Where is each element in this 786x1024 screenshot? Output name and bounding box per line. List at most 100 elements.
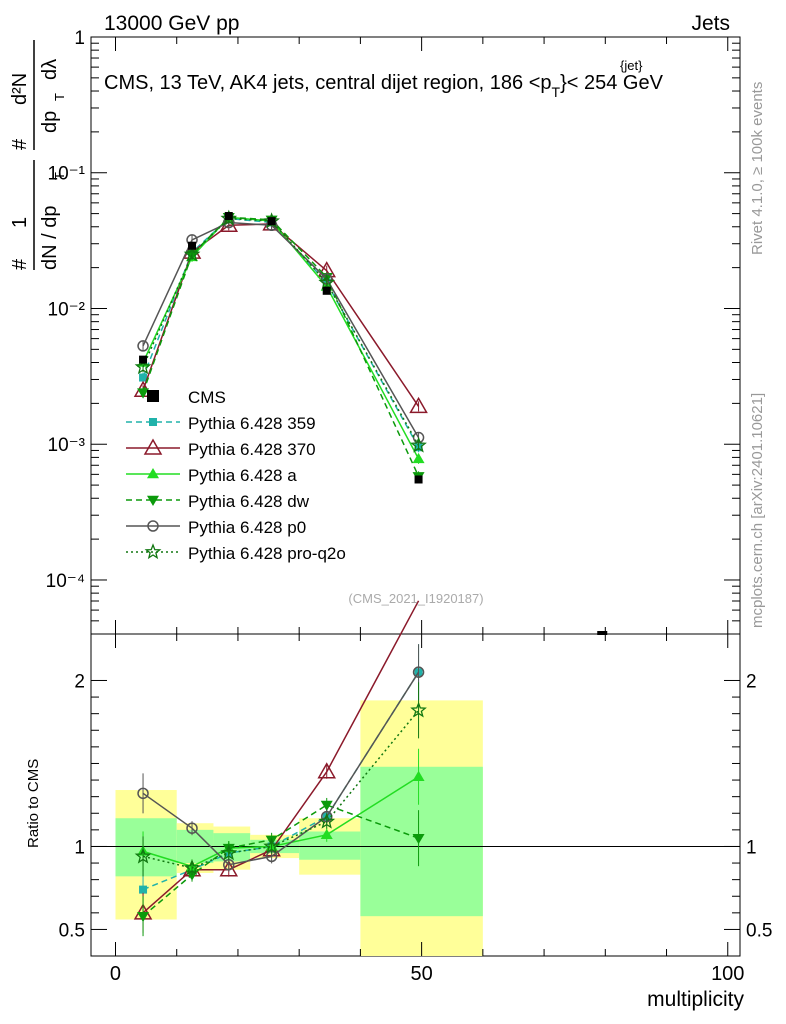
ylabel-dn-dpt: dN / dp — [39, 206, 61, 270]
ratio-line-p370 — [142, 600, 420, 914]
legend-label-pa: Pythia 6.428 a — [188, 466, 297, 485]
ratio-point-pq2o — [183, 859, 201, 876]
plot-title-tail: }< 254 GeV — [560, 72, 664, 94]
ylabel-pt-sub-2: T — [52, 93, 67, 101]
x-tick-label: 100 — [711, 963, 744, 985]
legend-marker-p370 — [143, 438, 163, 455]
cms-data-point — [224, 212, 233, 221]
legend-label-p370: Pythia 6.428 370 — [188, 440, 316, 459]
main-axis-ticks: 1 10⁻¹ 10⁻² 10⁻³ 10⁻⁴ — [46, 28, 740, 634]
ratio-point-pa — [320, 828, 333, 840]
ratio-point-pq2o — [318, 812, 336, 829]
x-tick-label: 0 — [110, 963, 121, 985]
main-point-pq2o — [220, 209, 238, 226]
main-line-pdw — [142, 216, 420, 477]
main-line-pq2o — [142, 217, 420, 446]
ratio-ytick-label-left: 1 — [74, 837, 85, 858]
ratio-point-pp0 — [137, 787, 149, 800]
ratio-line-pp0 — [142, 671, 420, 866]
main-ytick-label: 10⁻¹ — [48, 164, 86, 185]
cms-data-point — [267, 217, 276, 226]
ratio-point-pq2o — [134, 847, 152, 864]
ylabel-dp: dp — [39, 111, 61, 133]
cms-data-point — [139, 355, 148, 364]
ratio-point-p359 — [139, 885, 148, 894]
ratio-point-pq2o — [410, 701, 427, 718]
plot-title-main: CMS, 13 TeV, AK4 jets, central dijet reg… — [104, 72, 552, 94]
ratio-point-pdw — [412, 833, 425, 845]
main-point-p370 — [409, 396, 428, 414]
ratio-point-p370 — [317, 762, 337, 779]
ratio-axis-ticks: 0 50 100 0.5 0.5 1 1 2 2 — [59, 634, 772, 985]
ylabel-pt-sub-1: T — [52, 172, 67, 180]
main-point-pa — [412, 452, 425, 464]
ratio-line-pq2o — [142, 709, 420, 869]
main-ytick-label: 1 — [74, 28, 85, 49]
plot-title-sub: T — [552, 84, 561, 100]
ylabel-one: 1 — [9, 217, 31, 228]
legend-marker-pp0 — [147, 520, 159, 532]
legend-label-cms: CMS — [188, 388, 226, 407]
ratio-line-pa — [142, 776, 419, 868]
legend-label-pp0: Pythia 6.428 p0 — [188, 518, 306, 537]
cms-data-point — [414, 475, 423, 484]
ratio-ytick-label-right: 2 — [746, 671, 757, 692]
ratio-series-pq2o — [134, 682, 427, 877]
main-point-pdw — [137, 388, 150, 399]
main-series-cms — [139, 212, 608, 635]
ratio-point-pq2o — [263, 837, 280, 854]
plot-title-sup: {jet} — [620, 58, 643, 73]
ratio-line-pdw — [142, 804, 419, 917]
ratio-uncertainty-bands — [91, 700, 740, 956]
cms-data-point — [322, 286, 331, 295]
main-point-pq2o — [183, 245, 201, 262]
main-series-layer — [133, 209, 608, 635]
legend-marker-cms — [147, 390, 159, 402]
main-series-pp0 — [137, 216, 425, 444]
main-point-p359 — [139, 373, 148, 382]
ratio-series-layer — [133, 600, 427, 937]
main-line-p370 — [142, 223, 420, 407]
main-point-pq2o — [134, 358, 152, 375]
ratio-ytick-label-right: 0.5 — [746, 920, 772, 941]
main-point-pq2o — [410, 436, 427, 453]
ylabel-d2n: d²N — [9, 73, 31, 105]
legend-label-p359: Pythia 6.428 359 — [188, 414, 316, 433]
ratio-point-pp0 — [186, 822, 198, 834]
ratio-ylabel: Ratio to CMS — [25, 759, 42, 848]
legend-marker-pq2o — [144, 543, 162, 560]
ratio-ytick-label-left: 2 — [74, 671, 85, 692]
main-line-p359 — [142, 217, 420, 448]
legend: CMS Pythia 6.428 359 Pythia 6.428 370 Pythi… — [126, 388, 346, 563]
mcplots-label: mcplots.cern.ch [arXiv:2401.10621] — [749, 393, 766, 628]
cms-data-point — [188, 241, 197, 250]
ratio-point-pdw — [137, 911, 150, 923]
header-process: Jets — [691, 12, 730, 35]
ylabel-hash-1: # — [9, 258, 31, 270]
ratio-point-pa — [412, 770, 425, 781]
legend-label-pdw: Pythia 6.428 dw — [188, 492, 310, 511]
ratio-ytick-label-left: 0.5 — [59, 920, 85, 941]
legend-label-pq2o: Pythia 6.428 pro-q2o — [188, 544, 346, 563]
main-ytick-label: 10⁻² — [48, 299, 86, 320]
legend-marker-p359 — [149, 418, 157, 426]
main-ylabel: # 1 dN / dp T # d²N dp T dλ — [9, 40, 67, 270]
ylabel-hash-2: # — [9, 138, 31, 150]
x-axis-label: multiplicity — [647, 988, 744, 1011]
header-energy: 13000 GeV pp — [104, 12, 239, 35]
ratio-ytick-label-right: 1 — [746, 837, 757, 858]
x-tick-label: 50 — [410, 963, 432, 985]
cms-data-point-edge — [597, 631, 608, 635]
rivet-version-label: Rivet 4.1.0, ≥ 100k events — [749, 82, 766, 255]
main-ytick-label: 10⁻⁴ — [46, 571, 85, 592]
main-point-pp0 — [137, 340, 149, 352]
main-point-pq2o — [318, 273, 336, 290]
main-line-pp0 — [142, 221, 420, 438]
ylabel-dlambda: dλ — [39, 59, 61, 80]
ratio-point-pp0 — [412, 666, 425, 678]
ratio-point-pdw — [320, 800, 333, 811]
legend-marker-pa — [147, 468, 159, 479]
band-green-0 — [115, 818, 177, 877]
legend-marker-pdw — [147, 495, 159, 506]
